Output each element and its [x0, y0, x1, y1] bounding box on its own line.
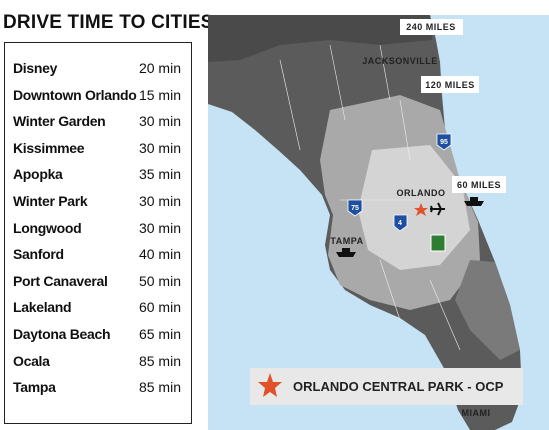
region-east — [455, 260, 520, 360]
table-row: Sanford 40 min — [13, 246, 181, 266]
table-row: Apopka 35 min — [13, 166, 181, 186]
shield-number: 95 — [440, 139, 448, 146]
table-row: Disney 20 min — [13, 60, 181, 80]
distance-label: 60 MILES — [457, 180, 501, 190]
city-label: MIAMI — [462, 408, 491, 418]
city-name: Ocala — [13, 352, 50, 369]
legend-label: ORLANDO CENTRAL PARK - OCP — [293, 379, 504, 394]
city-name: Sanford — [13, 246, 64, 263]
drive-time: 50 min — [138, 272, 181, 289]
city-name: Tampa — [13, 379, 56, 396]
drive-time: 65 min — [138, 326, 181, 342]
drive-time: 35 min — [138, 166, 181, 183]
city-name: Disney — [13, 60, 58, 76]
city-label: JACKSONVILLE — [362, 56, 438, 66]
city-name: Downtown Orlando — [13, 86, 137, 103]
map: ORLANDO CENTRAL PARK - OCP 240 MILES JAC… — [208, 15, 549, 430]
interstate-shield — [393, 214, 408, 232]
table-row: Ocala 85 min — [13, 353, 181, 373]
drive-time: 60 min — [138, 299, 181, 316]
city-name: Daytona Beach — [13, 326, 111, 342]
land-north — [208, 15, 432, 62]
table-row: Longwood 30 min — [13, 220, 181, 240]
label-box — [421, 76, 479, 93]
drive-time: 30 min — [138, 113, 181, 130]
table-row: Winter Park 30 min — [13, 193, 181, 213]
table-row: Daytona Beach 65 min — [13, 326, 181, 346]
airport-icon — [430, 202, 445, 216]
city-label: ORLANDO — [397, 188, 446, 198]
drive-time: 85 min — [138, 379, 181, 396]
city-name: Lakeland — [13, 299, 72, 316]
port-icon — [464, 197, 484, 206]
port-icon — [336, 248, 356, 257]
table-row: Kissimmee 30 min — [13, 140, 181, 160]
title: DRIVE TIME TO CITIES — [3, 12, 214, 33]
county-lines — [279, 44, 461, 351]
drive-time: 15 min — [138, 86, 181, 103]
drive-time: 40 min — [138, 246, 181, 263]
drive-time: 30 min — [138, 219, 181, 236]
drive-time: 30 min — [138, 139, 181, 156]
drive-time: 30 min — [138, 193, 181, 209]
distance-label: 120 MILES — [425, 80, 475, 90]
label-box — [400, 19, 463, 35]
label-box — [452, 176, 506, 193]
drive-time: 85 min — [138, 352, 181, 369]
distance-label: 240 MILES — [406, 22, 456, 32]
city-name: Port Canaveral — [13, 272, 108, 289]
drive-time-table: Disney 20 min Downtown Orlando 15 min Winter… — [4, 42, 192, 424]
city-name: Kissimmee — [13, 139, 85, 156]
city-name: Longwood — [13, 219, 82, 236]
city-name: Apopka — [13, 166, 63, 183]
legend-box — [250, 368, 523, 405]
interstate-shield — [436, 133, 452, 151]
interstate-shield — [347, 199, 363, 217]
city-name: Winter Park — [13, 193, 88, 209]
city-label: TAMPA — [330, 236, 363, 246]
drive-time: 20 min — [138, 60, 181, 76]
shield-number: 4 — [398, 220, 402, 227]
legend-star — [258, 373, 282, 397]
shield-number: 75 — [351, 205, 359, 212]
turnpike-sign — [430, 234, 446, 252]
table-row: Downtown Orlando 15 min — [13, 87, 181, 107]
table-row: Tampa 85 min — [13, 379, 181, 399]
table-row: Port Canaveral 50 min — [13, 273, 181, 293]
table-row: Winter Garden 30 min — [13, 113, 181, 133]
table-row: Lakeland 60 min — [13, 299, 181, 319]
ocp-star — [414, 203, 428, 216]
city-name: Winter Garden — [13, 113, 106, 130]
